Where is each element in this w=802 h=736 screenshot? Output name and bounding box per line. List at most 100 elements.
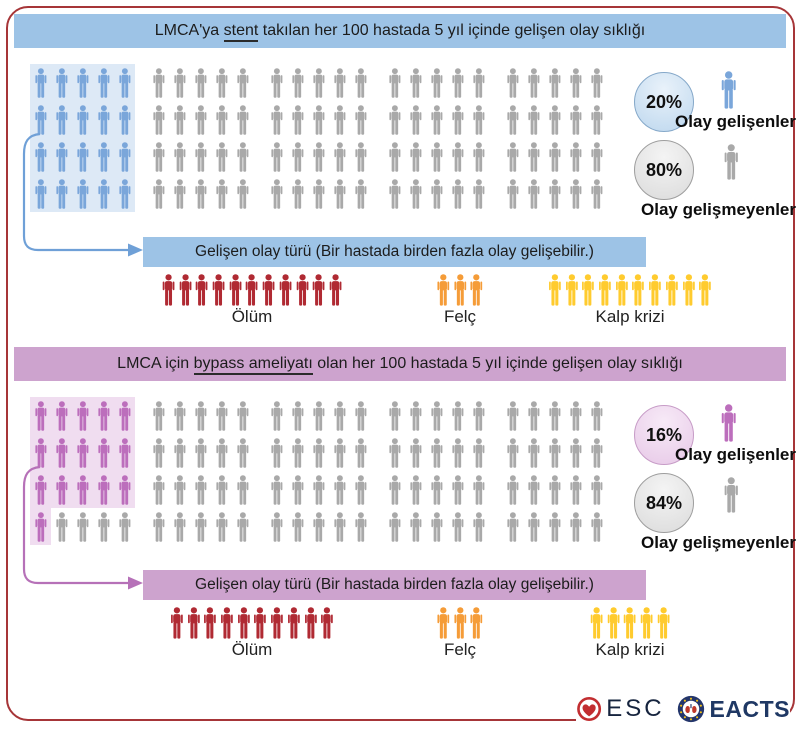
header-text: takılan her 100 hastada 5 yıl içinde gel… — [258, 22, 646, 39]
person-icon — [152, 437, 164, 468]
patient-icon-cell — [523, 138, 544, 175]
person-icon — [304, 607, 317, 639]
patient-icon-cell — [72, 471, 93, 508]
patient-icon-cell — [211, 508, 232, 545]
person-icon — [430, 400, 442, 431]
event-label: Felç — [443, 307, 477, 326]
event-rate-circle: 20% — [634, 72, 694, 132]
person-icon — [590, 141, 602, 172]
person-icon — [34, 104, 46, 135]
person-icon — [236, 178, 248, 209]
event-label: Kalp krizi — [595, 640, 665, 659]
patient-group — [266, 64, 371, 212]
patient-icon-cell — [426, 434, 447, 471]
person-icon — [270, 178, 282, 209]
patient-icon-cell — [232, 508, 253, 545]
person-icon — [548, 511, 560, 542]
person-icon — [548, 67, 560, 98]
person-icon — [236, 104, 248, 135]
patient-icon-cell — [586, 397, 607, 434]
person-icon — [333, 400, 345, 431]
person-icon — [34, 67, 46, 98]
person-icon — [194, 67, 206, 98]
person-icon — [590, 400, 602, 431]
patient-icon-cell — [447, 508, 468, 545]
patient-icon-cell — [502, 471, 523, 508]
patient-icon-cell — [190, 175, 211, 212]
patient-icon-cell — [72, 64, 93, 101]
person-icon — [162, 274, 175, 306]
person-icon — [312, 141, 324, 172]
patient-icon-cell — [93, 434, 114, 471]
event-rate-circle: 16% — [634, 405, 694, 465]
person-icon — [472, 437, 484, 468]
person-icon — [388, 437, 400, 468]
patient-icon-cell — [148, 64, 169, 101]
patient-group — [502, 64, 607, 212]
patient-icon-cell — [114, 471, 135, 508]
patient-icon-cell — [148, 101, 169, 138]
patient-icon-cell — [447, 175, 468, 212]
person-icon — [665, 274, 678, 306]
person-icon — [565, 274, 578, 306]
person-icon — [527, 67, 539, 98]
person-icon — [582, 274, 595, 306]
stent-header-banner: LMCA'ya stent takılan her 100 hastada 5 … — [14, 14, 786, 48]
patient-icon-cell — [93, 64, 114, 101]
person-icon — [97, 67, 109, 98]
patient-icon-cell — [586, 508, 607, 545]
person-icon — [682, 274, 695, 306]
person-icon — [279, 274, 292, 306]
patient-icon-cell — [502, 138, 523, 175]
patient-icon-cell — [169, 508, 190, 545]
person-icon — [409, 511, 421, 542]
patient-icon-cell — [565, 397, 586, 434]
patient-icon-cell — [266, 434, 287, 471]
patient-icon-cell — [114, 64, 135, 101]
patient-icon-cell — [544, 138, 565, 175]
person-icon — [430, 141, 442, 172]
patient-icon-cell — [114, 397, 135, 434]
person-icon — [34, 178, 46, 209]
patient-icon-cell — [523, 101, 544, 138]
patient-icon-cell — [447, 101, 468, 138]
event-rate-value: 16% — [645, 424, 683, 445]
patient-icon-cell — [350, 138, 371, 175]
patient-icon-cell — [405, 434, 426, 471]
event-group: Felç — [436, 607, 484, 660]
person-icon — [590, 67, 602, 98]
patient-icon-cell — [30, 397, 51, 434]
patient-icon-cell — [586, 471, 607, 508]
person-icon — [194, 400, 206, 431]
patient-icon-cell — [211, 101, 232, 138]
patient-icon-cell — [287, 508, 308, 545]
person-icon — [173, 474, 185, 505]
person-icon — [548, 437, 560, 468]
patient-icon-cell — [211, 175, 232, 212]
person-icon — [430, 474, 442, 505]
person-icon — [333, 437, 345, 468]
patient-icon-cell — [30, 64, 51, 101]
patient-icon-cell — [51, 64, 72, 101]
patient-icon-cell — [426, 397, 447, 434]
person-icon — [291, 400, 303, 431]
person-icon — [454, 274, 466, 306]
person-icon — [76, 67, 88, 98]
patient-icon-cell — [544, 508, 565, 545]
person-icon — [527, 511, 539, 542]
section-stent: LMCA'ya stent takılan her 100 hastada 5 … — [0, 14, 802, 347]
event-group: Felç — [436, 274, 484, 327]
person-icon — [194, 104, 206, 135]
person-icon — [229, 274, 242, 306]
patient-icon-cell — [211, 138, 232, 175]
person-icon — [291, 437, 303, 468]
person-icon — [97, 104, 109, 135]
patient-icon-cell — [72, 138, 93, 175]
person-icon — [354, 104, 366, 135]
patient-icon-cell — [426, 175, 447, 212]
person-icon — [354, 511, 366, 542]
person-icon — [173, 104, 185, 135]
person-icon — [152, 400, 164, 431]
event-icons — [170, 607, 335, 639]
person-icon — [173, 400, 185, 431]
